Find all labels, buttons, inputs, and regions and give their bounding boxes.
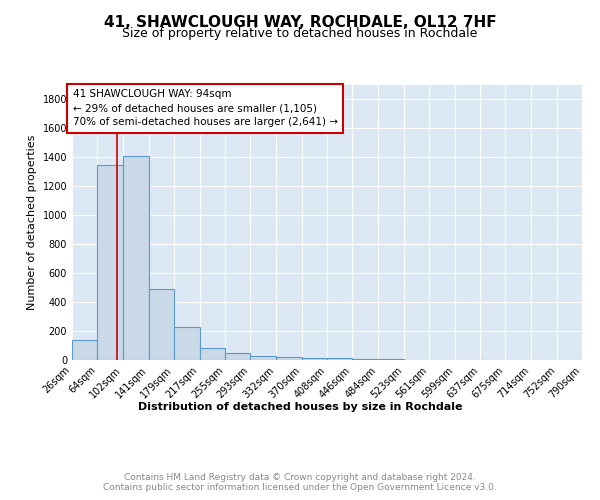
Bar [97,164,123,360]
Bar [250,356,276,360]
Bar [327,358,352,360]
Bar [123,156,149,360]
Text: Size of property relative to detached houses in Rochdale: Size of property relative to detached ho… [122,28,478,40]
Bar [174,326,200,360]
Text: Distribution of detached houses by size in Rochdale: Distribution of detached houses by size … [138,402,462,412]
Text: 41, SHAWCLOUGH WAY, ROCHDALE, OL12 7HF: 41, SHAWCLOUGH WAY, ROCHDALE, OL12 7HF [104,15,496,30]
Bar [378,358,404,360]
Bar [149,289,174,360]
Bar [352,358,378,360]
Bar [225,353,250,360]
Bar [276,357,302,360]
Bar [72,340,97,360]
Text: Contains HM Land Registry data © Crown copyright and database right 2024.
Contai: Contains HM Land Registry data © Crown c… [103,472,497,492]
Text: 41 SHAWCLOUGH WAY: 94sqm
← 29% of detached houses are smaller (1,105)
70% of sem: 41 SHAWCLOUGH WAY: 94sqm ← 29% of detach… [73,90,338,128]
Bar [199,348,225,360]
Y-axis label: Number of detached properties: Number of detached properties [27,135,37,310]
Bar [302,358,327,360]
